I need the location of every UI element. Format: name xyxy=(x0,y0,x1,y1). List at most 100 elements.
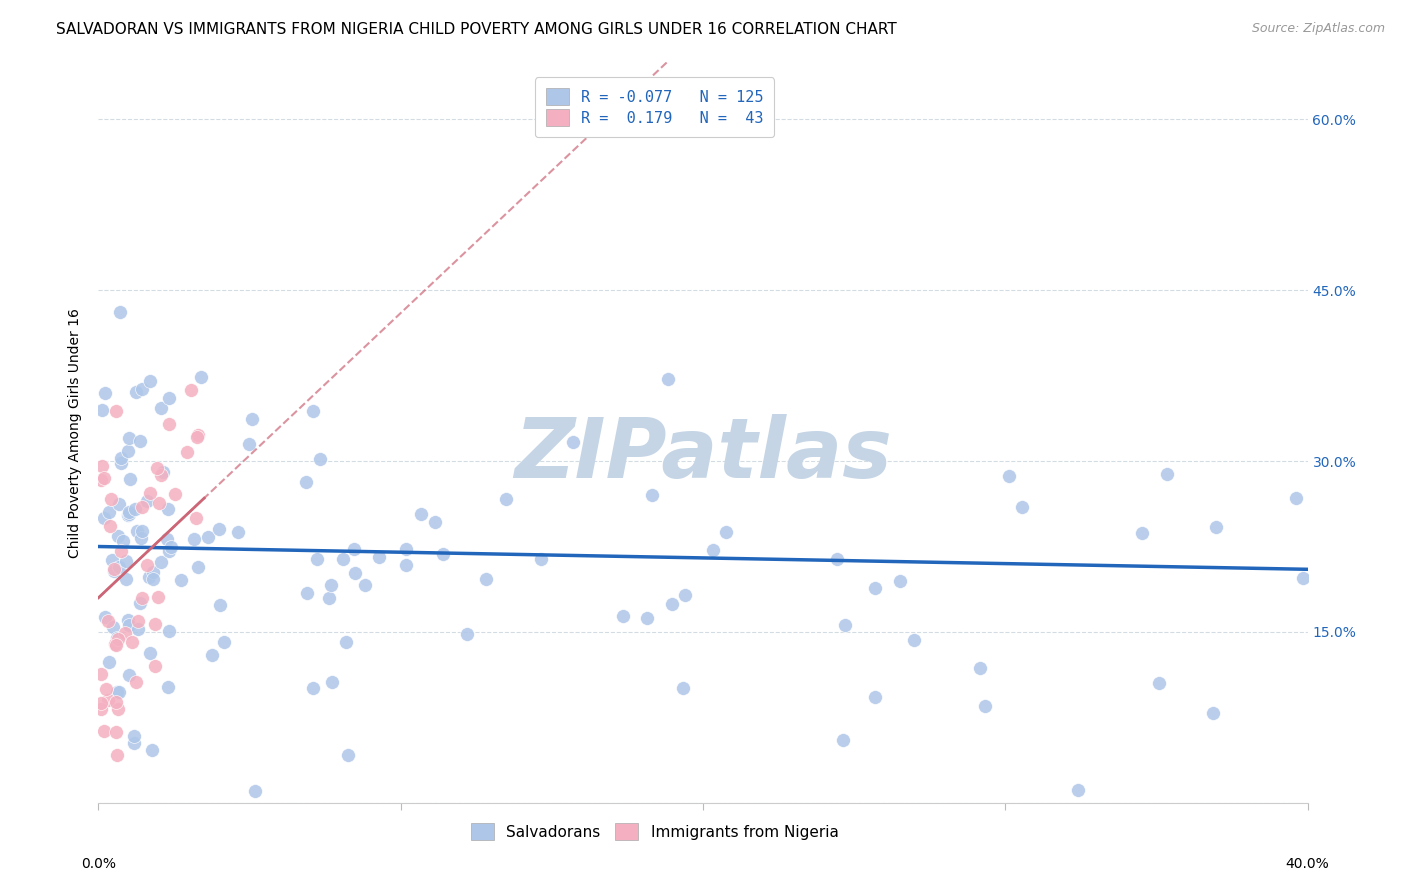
Point xyxy=(104,639,127,653)
Point xyxy=(432,547,454,561)
Point xyxy=(475,572,498,586)
Point xyxy=(423,515,446,529)
Point xyxy=(150,468,173,483)
Point xyxy=(295,586,318,600)
Point xyxy=(889,574,911,588)
Point xyxy=(94,681,117,696)
Point xyxy=(90,473,112,487)
Point xyxy=(131,383,153,397)
Point xyxy=(131,524,153,538)
Point xyxy=(156,532,179,546)
Point xyxy=(118,617,141,632)
Point xyxy=(152,465,174,479)
Point xyxy=(495,491,517,506)
Point xyxy=(157,391,180,405)
Point xyxy=(93,471,115,485)
Text: SALVADORAN VS IMMIGRANTS FROM NIGERIA CHILD POVERTY AMONG GIRLS UNDER 16 CORRELA: SALVADORAN VS IMMIGRANTS FROM NIGERIA CH… xyxy=(56,22,897,37)
Point xyxy=(101,553,124,567)
Point xyxy=(295,475,318,489)
Point xyxy=(159,543,181,558)
Point xyxy=(641,488,664,502)
Point xyxy=(94,609,117,624)
Point xyxy=(673,589,696,603)
Point xyxy=(90,666,112,681)
Text: Source: ZipAtlas.com: Source: ZipAtlas.com xyxy=(1251,22,1385,36)
Point xyxy=(131,591,153,606)
Point xyxy=(148,496,170,510)
Point xyxy=(562,435,585,450)
Point xyxy=(97,692,120,706)
Point xyxy=(143,658,166,673)
Point xyxy=(337,747,360,762)
Point xyxy=(309,452,332,467)
Text: ZIPatlas: ZIPatlas xyxy=(515,414,891,495)
Point xyxy=(208,522,231,536)
Point xyxy=(98,519,121,533)
Point xyxy=(1130,525,1153,540)
Point xyxy=(865,581,887,595)
Point xyxy=(103,564,125,578)
Point xyxy=(411,507,433,521)
Point xyxy=(226,524,249,539)
Point xyxy=(101,620,124,634)
Point xyxy=(93,724,115,739)
Point xyxy=(122,736,145,750)
Point xyxy=(1202,706,1225,721)
Point xyxy=(127,623,149,637)
Point xyxy=(176,445,198,459)
Point xyxy=(105,684,128,698)
Point xyxy=(187,427,209,442)
Point xyxy=(157,417,180,432)
Point xyxy=(118,668,141,682)
Point xyxy=(128,596,150,610)
Point xyxy=(105,748,128,763)
Point xyxy=(156,680,179,694)
Point xyxy=(90,702,112,716)
Point xyxy=(834,618,856,632)
Point xyxy=(1147,676,1170,690)
Point xyxy=(354,578,377,592)
Point xyxy=(125,675,148,690)
Text: 0.0%: 0.0% xyxy=(82,857,115,871)
Point xyxy=(105,695,128,709)
Point xyxy=(165,487,187,501)
Point xyxy=(157,624,180,638)
Point xyxy=(118,506,141,520)
Point xyxy=(124,729,146,743)
Point xyxy=(135,494,157,508)
Point xyxy=(170,573,193,587)
Point xyxy=(117,443,139,458)
Point xyxy=(139,374,162,388)
Point xyxy=(108,560,131,574)
Point xyxy=(145,617,167,632)
Point xyxy=(321,674,343,689)
Point xyxy=(118,472,141,486)
Point xyxy=(90,459,112,474)
Point xyxy=(121,635,143,649)
Point xyxy=(100,491,122,506)
Point xyxy=(127,615,149,629)
Point xyxy=(104,403,127,417)
Point xyxy=(974,698,997,713)
Point xyxy=(114,626,136,640)
Point xyxy=(318,591,340,605)
Point xyxy=(969,661,991,675)
Point xyxy=(138,570,160,584)
Point xyxy=(107,529,129,543)
Point xyxy=(146,590,169,604)
Point xyxy=(141,742,163,756)
Point xyxy=(149,555,172,569)
Point xyxy=(98,656,121,670)
Point xyxy=(187,560,209,574)
Point xyxy=(190,370,212,384)
Point xyxy=(150,401,173,416)
Point xyxy=(530,552,553,566)
Point xyxy=(456,627,478,641)
Point xyxy=(108,304,131,318)
Point xyxy=(201,648,224,662)
Point xyxy=(209,598,232,612)
Point xyxy=(636,610,658,624)
Point xyxy=(998,469,1021,483)
Point xyxy=(714,525,737,540)
Point xyxy=(661,597,683,611)
